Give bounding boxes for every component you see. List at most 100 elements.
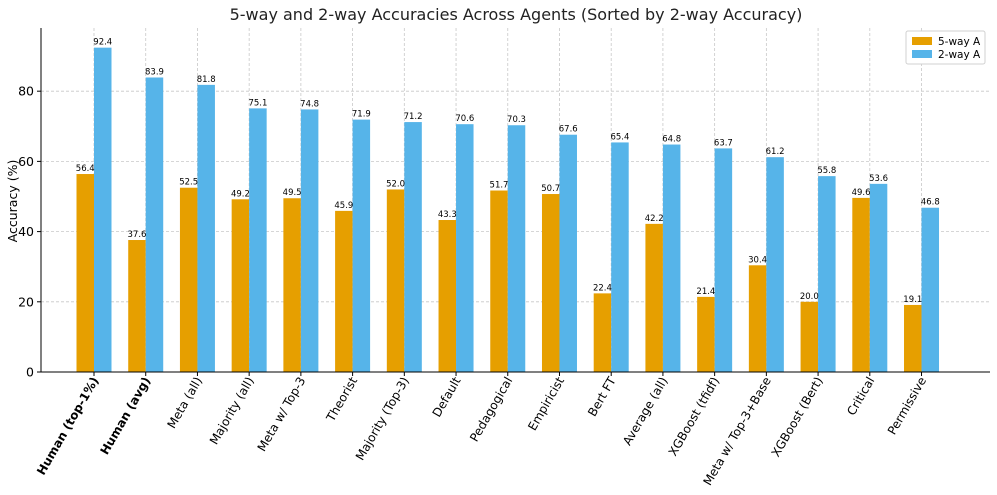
- value-label-2way: 46.8: [921, 198, 940, 208]
- x-tick-labels: Human (top-1%)Human (avg) Meta (all) Major…: [34, 374, 929, 488]
- x-tick-label: Meta w/ Top-3: [255, 375, 309, 454]
- value-label-5way: 50.7: [541, 184, 560, 194]
- bar-2way: [766, 157, 784, 372]
- value-label-2way: 70.6: [455, 114, 474, 124]
- x-tick-label: Meta (all): [164, 375, 205, 431]
- legend-swatch: [912, 37, 932, 45]
- bar-2way: [869, 183, 888, 372]
- bar-2way: [197, 84, 215, 373]
- x-tick-label: Average (all): [620, 375, 670, 448]
- bar-2way: [507, 125, 526, 372]
- value-label-5way: 20.0: [800, 292, 819, 302]
- x-tick-label: Human (top-1%): [34, 375, 102, 478]
- bar-5way: [386, 189, 405, 372]
- x-tick-label: Empiricist: [525, 374, 567, 433]
- bar-5way: [335, 210, 353, 372]
- value-label-2way: 70.3: [507, 115, 526, 125]
- x-tick-label: XGBoost (Bert): [769, 375, 826, 460]
- bar-5way: [697, 296, 715, 372]
- value-label-2way: 55.8: [817, 166, 836, 176]
- value-label-2way: 74.8: [300, 99, 319, 109]
- value-label-5way: 43.3: [438, 210, 457, 220]
- value-label-5way: 52.0: [386, 179, 405, 189]
- x-tick-label: Human (avg): [97, 375, 153, 458]
- x-tick-label: Bert FT: [585, 374, 619, 419]
- legend-label: 2-way A: [938, 49, 981, 61]
- value-label-2way: 81.8: [197, 75, 216, 85]
- bar-5way: [800, 301, 819, 372]
- bar-2way: [404, 122, 422, 372]
- y-tick-label: 80: [18, 84, 34, 99]
- chart-title: 5-way and 2-way Accuracies Across Agents…: [230, 5, 803, 24]
- x-tick-label: Theorist: [323, 374, 360, 424]
- bar-5way: [76, 174, 94, 372]
- value-label-5way: 19.1: [903, 295, 922, 305]
- x-tick-label: Permissive: [885, 375, 929, 438]
- bar-5way: [128, 240, 146, 372]
- bar-2way: [611, 142, 629, 372]
- x-tick-label: XGBoost (tfidf): [666, 375, 722, 459]
- bars: [76, 47, 940, 373]
- value-label-2way: 71.2: [404, 112, 423, 122]
- y-tick-label: 60: [18, 154, 34, 169]
- legend: 5-way A2-way A: [905, 30, 986, 65]
- bar-2way: [921, 207, 940, 372]
- value-label-5way: 56.4: [76, 164, 95, 174]
- value-label-5way: 45.9: [334, 201, 353, 211]
- bar-5way: [438, 220, 457, 372]
- bar-2way: [249, 108, 267, 373]
- bar-5way: [541, 194, 560, 372]
- bar-2way: [456, 124, 474, 372]
- x-tick-label: Pedagogical: [467, 375, 515, 445]
- bar-2way: [352, 119, 371, 372]
- value-label-2way: 92.4: [93, 38, 112, 48]
- y-tick-labels: 0 20 40 60 80: [18, 84, 34, 380]
- value-label-5way: 49.6: [852, 188, 871, 198]
- bar-2way: [300, 109, 319, 372]
- axes: [37, 28, 990, 376]
- bar-2way: [818, 176, 836, 372]
- value-label-2way: 64.8: [662, 135, 681, 145]
- bar-5way: [748, 265, 767, 372]
- value-label-2way: 83.9: [145, 67, 164, 77]
- value-label-5way: 42.2: [645, 214, 664, 224]
- bar-5way: [904, 304, 922, 372]
- y-tick-label: 0: [26, 365, 34, 380]
- value-label-2way: 65.4: [610, 132, 629, 142]
- legend-swatch: [912, 50, 932, 58]
- value-label-5way: 51.7: [490, 181, 509, 191]
- bar-5way: [852, 197, 870, 372]
- y-axis-label: Accuracy (%): [5, 160, 20, 243]
- value-label-5way: 30.4: [748, 255, 767, 265]
- y-tick-label: 40: [18, 224, 34, 239]
- value-label-5way: 49.2: [231, 189, 250, 199]
- value-label-5way: 52.5: [179, 178, 198, 188]
- value-label-2way: 63.7: [714, 138, 733, 148]
- bar-2way: [145, 77, 164, 372]
- bar-2way: [559, 134, 577, 372]
- bar-5way: [179, 187, 198, 372]
- value-label-5way: 49.5: [283, 188, 302, 198]
- x-tick-label: Majority (Top-3): [353, 375, 412, 463]
- value-label-5way: 21.4: [696, 287, 715, 297]
- value-label-5way: 22.4: [593, 283, 612, 293]
- value-label-2way: 71.9: [352, 110, 371, 120]
- value-label-2way: 67.6: [559, 125, 578, 135]
- value-label-2way: 75.1: [248, 98, 267, 108]
- value-label-5way: 37.6: [128, 230, 147, 240]
- bar-5way: [645, 223, 663, 372]
- bar-2way: [714, 148, 733, 372]
- bar-5way: [593, 293, 612, 372]
- bar-5way: [231, 199, 250, 372]
- value-label-2way: 61.2: [766, 147, 785, 157]
- bar-2way: [94, 47, 112, 373]
- value-label-2way: 53.6: [869, 174, 888, 184]
- x-tick-label: Majority (all): [207, 375, 257, 448]
- bar-5way: [283, 198, 301, 372]
- x-tick-label: Critical: [844, 375, 877, 418]
- legend-label: 5-way A: [938, 36, 981, 48]
- x-tick-label: Default: [430, 374, 464, 419]
- value-labels: 56.4 37.6 52.5 49.2 49.5 45.9 52.0 43.3 51.7 50.7…: [76, 38, 940, 305]
- bar-2way: [662, 144, 681, 372]
